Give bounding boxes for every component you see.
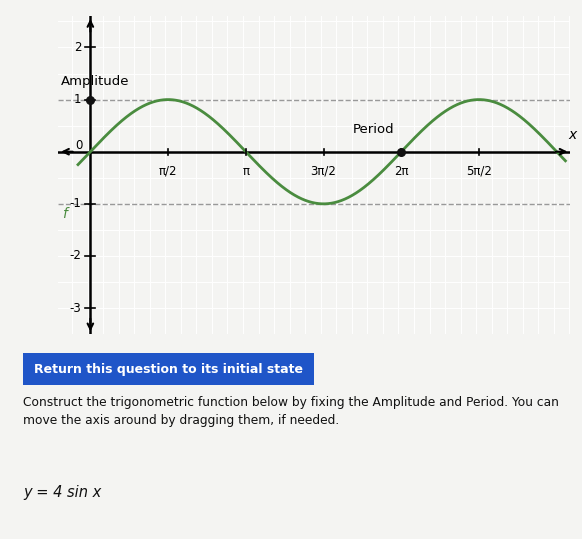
Text: -1: -1	[70, 197, 81, 210]
Text: 5π/2: 5π/2	[466, 165, 492, 178]
Text: x: x	[568, 128, 576, 142]
Text: 2: 2	[74, 41, 81, 54]
Text: π: π	[242, 165, 249, 178]
Text: y = 4 sin x: y = 4 sin x	[23, 485, 101, 500]
Text: f: f	[62, 208, 67, 222]
Text: Period: Period	[353, 123, 394, 136]
Text: Construct the trigonometric function below by fixing the Amplitude and Period. Y: Construct the trigonometric function bel…	[23, 396, 559, 427]
Text: -3: -3	[70, 302, 81, 315]
Text: 1: 1	[74, 93, 81, 106]
Text: 0: 0	[76, 139, 83, 152]
Text: 2π: 2π	[394, 165, 409, 178]
Text: Amplitude: Amplitude	[61, 75, 129, 88]
Text: 3π/2: 3π/2	[311, 165, 336, 178]
Text: Return this question to its initial state: Return this question to its initial stat…	[34, 363, 303, 376]
Text: π/2: π/2	[159, 165, 178, 178]
Text: -2: -2	[70, 250, 81, 262]
